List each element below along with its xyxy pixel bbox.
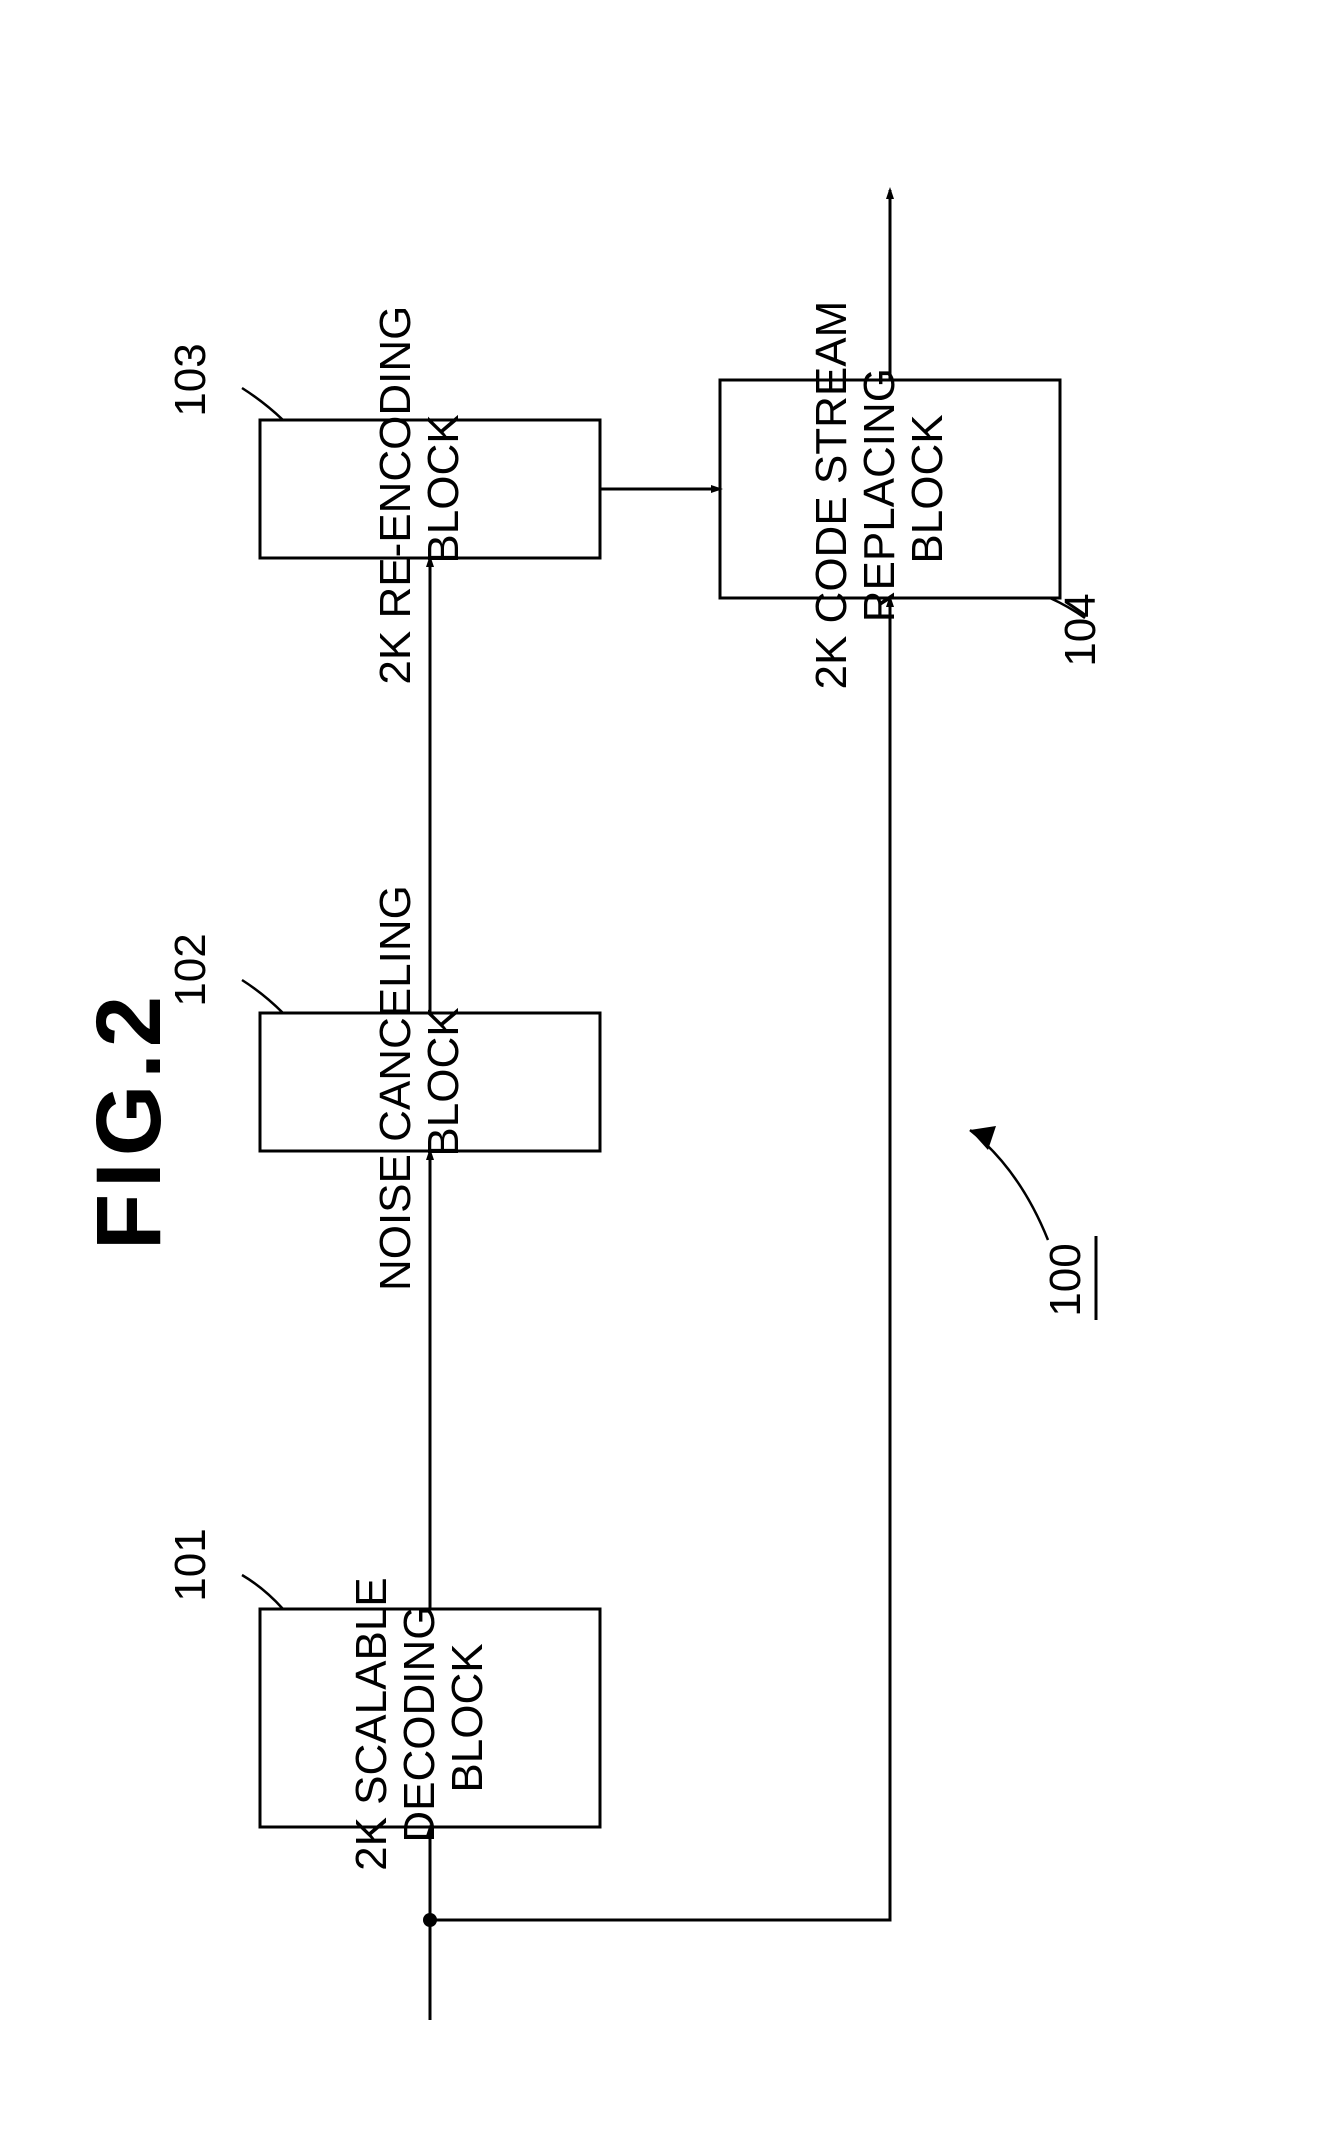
block-104-line2: REPLACING xyxy=(855,368,904,622)
block-101-line1: 2K SCALABLE xyxy=(347,1577,396,1871)
block-102-line1: NOISE CANCELING xyxy=(371,885,420,1291)
block-101: 2K SCALABLE DECODING BLOCK xyxy=(260,1565,600,1871)
block-104-line1: 2K CODE STREAM xyxy=(807,301,856,690)
block-103-line1: 2K RE-ENCODING xyxy=(371,306,420,685)
leader-102 xyxy=(242,980,283,1013)
block-103-line2: BLOCK xyxy=(419,414,468,563)
leader-101 xyxy=(242,1575,283,1609)
ref-101: 101 xyxy=(166,1528,215,1601)
block-104-line3: BLOCK xyxy=(903,414,952,563)
block-102-line2: BLOCK xyxy=(419,1007,468,1156)
svg-text:2K CODE STREAM REPLACING: 2K CODE STREAM REPLACING BLOCK xyxy=(807,289,952,690)
svg-text:NOISE CANCELING BLOCK: NOISE CANCELING BLOCK xyxy=(371,873,468,1291)
leader-100 xyxy=(970,1130,1048,1240)
block-101-line2: DECODING xyxy=(395,1606,444,1843)
ref-100: 100 xyxy=(1041,1243,1090,1316)
leader-100-arrowhead xyxy=(970,1126,996,1150)
ref-103: 103 xyxy=(166,343,215,416)
figure-title: FIG.2 xyxy=(78,990,180,1250)
leader-103 xyxy=(242,388,283,420)
ref-102: 102 xyxy=(166,933,215,1006)
junction-dot xyxy=(423,1913,437,1927)
block-101-line3: BLOCK xyxy=(443,1643,492,1792)
svg-text:2K RE-ENCODING BLOCK: 2K RE-ENCODING BLOCK xyxy=(371,293,468,684)
